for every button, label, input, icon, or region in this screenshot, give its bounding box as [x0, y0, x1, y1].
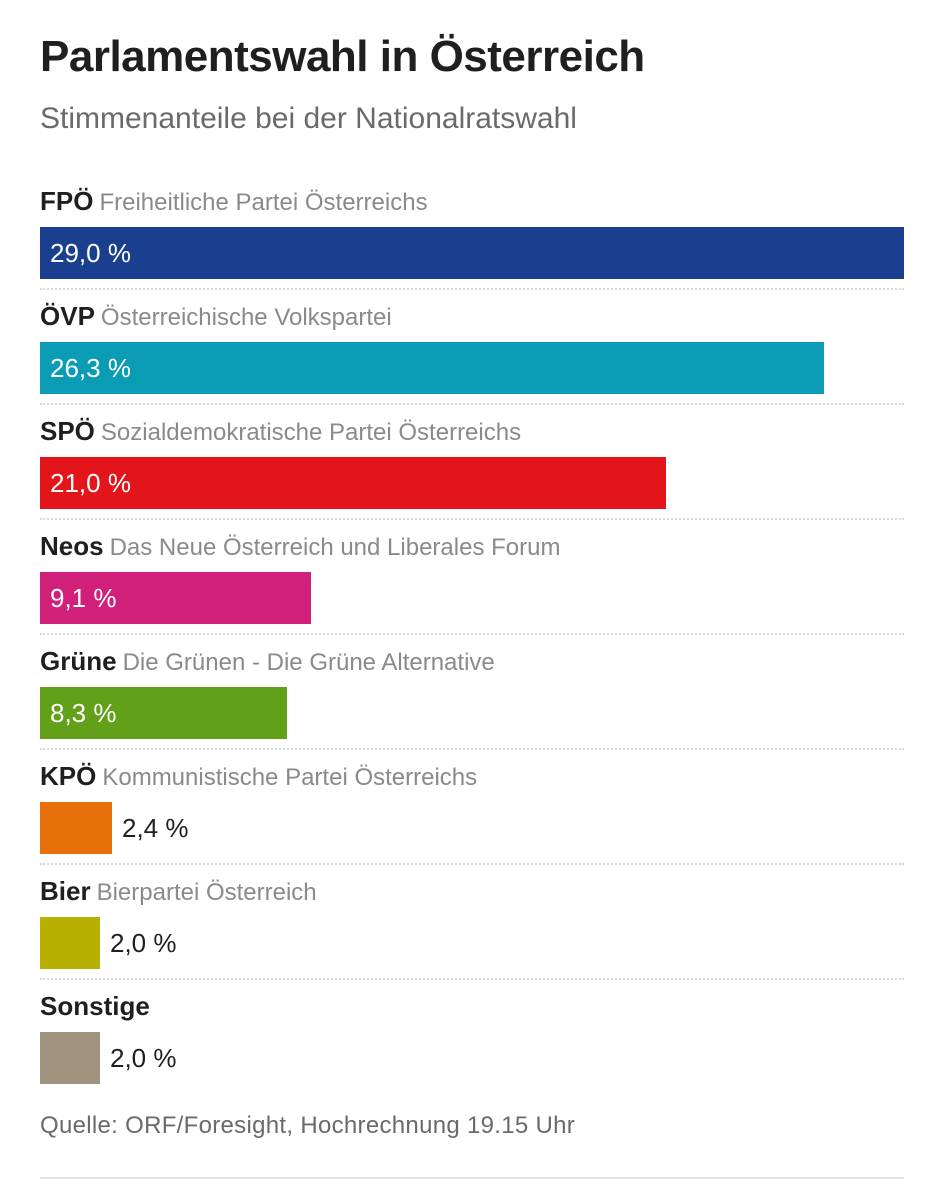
party-abbreviation: Sonstige: [40, 991, 150, 1021]
party-label: Grüne Die Grünen - Die Grüne Alternative: [40, 644, 495, 678]
value-label: 21,0 %: [50, 468, 131, 498]
party-row: Bier Bierpartei Österreich 2,0 %: [40, 868, 904, 983]
party-row: ÖVP Österreichische Volkspartei 26,3 %: [40, 293, 904, 408]
value-label: 29,0 %: [50, 238, 131, 268]
chart-title: Parlamentswahl in Österreich: [40, 32, 645, 81]
party-full-name: Die Grünen - Die Grüne Alternative: [122, 649, 495, 676]
value-label: 2,0 %: [110, 1043, 177, 1073]
party-row: SPÖ Sozialdemokratische Partei Österreich…: [40, 408, 904, 523]
row-divider: [40, 518, 904, 520]
bottom-divider: [40, 1177, 904, 1179]
party-abbreviation: KPÖ: [40, 761, 97, 791]
party-label: KPÖ Kommunistische Partei Österreichs: [40, 759, 477, 793]
bar-bier: [40, 917, 100, 969]
row-divider: [40, 748, 904, 750]
party-full-name: Österreichische Volkspartei: [100, 304, 392, 331]
party-row: FPÖ Freiheitliche Partei Österreichs 29,0 …: [40, 178, 904, 293]
party-row: Grüne Die Grünen - Die Grüne Alternative 8…: [40, 638, 904, 753]
bar-fpö: [40, 227, 904, 279]
row-divider: [40, 288, 904, 290]
bar-spö: [40, 457, 666, 509]
party-full-name: Kommunistische Partei Österreichs: [102, 764, 478, 791]
party-full-name: Das Neue Österreich und Liberales Forum: [109, 534, 561, 561]
row-divider: [40, 978, 904, 980]
party-label: Bier Bierpartei Österreich: [40, 874, 317, 908]
party-abbreviation: Bier: [40, 876, 91, 906]
party-label: ÖVP Österreichische Volkspartei: [40, 299, 392, 333]
party-label: Neos Das Neue Österreich und Liberales Fo…: [40, 529, 560, 563]
value-label: 26,3 %: [50, 353, 131, 383]
party-label: Sonstige: [40, 989, 156, 1023]
party-abbreviation: SPÖ: [40, 416, 95, 446]
value-label: 2,4 %: [122, 813, 189, 843]
row-divider: [40, 863, 904, 865]
party-label: SPÖ Sozialdemokratische Partei Österreich…: [40, 414, 521, 448]
bar-neos: [40, 572, 311, 624]
party-abbreviation: FPÖ: [40, 186, 94, 216]
party-row: KPÖ Kommunistische Partei Österreichs 2,4 …: [40, 753, 904, 868]
row-divider: [40, 403, 904, 405]
bar-sonstige: [40, 1032, 100, 1084]
value-label: 8,3 %: [50, 698, 117, 728]
bar-chart: FPÖ Freiheitliche Partei Österreichs 29,0 …: [40, 178, 904, 1098]
party-row: Neos Das Neue Österreich und Liberales Fo…: [40, 523, 904, 638]
value-label: 2,0 %: [110, 928, 177, 958]
chart-subtitle: Stimmenanteile bei der Nationalratswahl: [40, 102, 577, 135]
party-full-name: Sozialdemokratische Partei Österreichs: [100, 419, 522, 446]
party-abbreviation: Grüne: [40, 646, 117, 676]
party-label: FPÖ Freiheitliche Partei Österreichs: [40, 184, 428, 218]
bar-kpö: [40, 802, 112, 854]
party-full-name: Freiheitliche Partei Österreichs: [99, 189, 428, 216]
row-divider: [40, 633, 904, 635]
party-row: Sonstige 2,0 %: [40, 983, 904, 1098]
value-label: 9,1 %: [50, 583, 117, 613]
party-abbreviation: Neos: [40, 531, 104, 561]
bar-övp: [40, 342, 824, 394]
source-note: Quelle: ORF/Foresight, Hochrechnung 19.1…: [40, 1112, 576, 1139]
party-abbreviation: ÖVP: [40, 301, 95, 331]
bar-grüne: [40, 687, 287, 739]
party-full-name: Bierpartei Österreich: [96, 879, 317, 906]
